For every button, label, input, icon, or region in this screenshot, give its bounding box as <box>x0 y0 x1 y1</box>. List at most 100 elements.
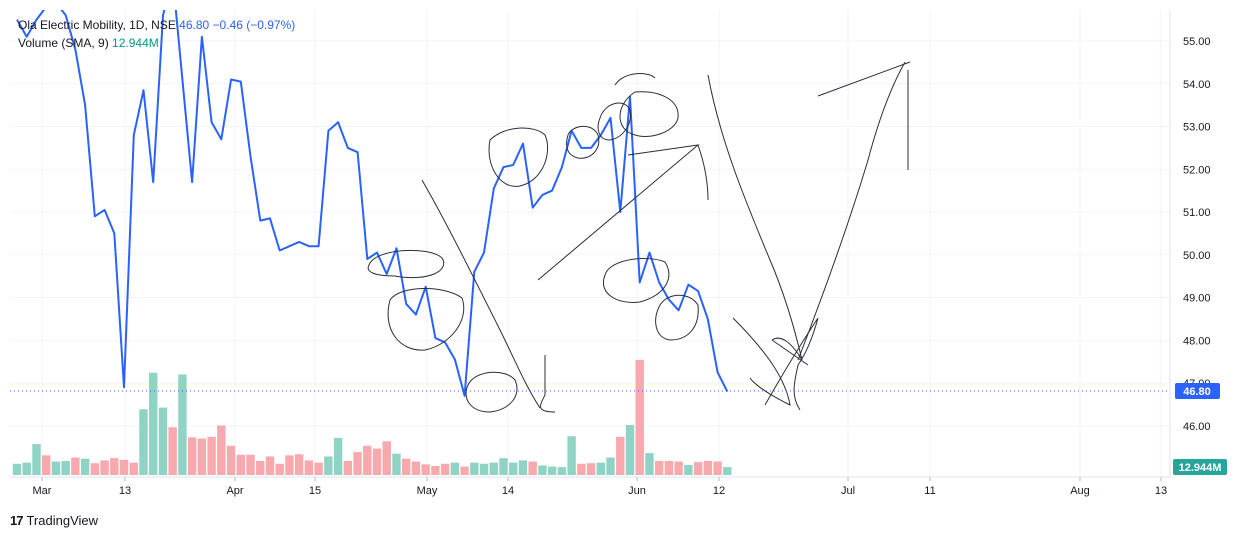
volume-bar <box>547 466 557 475</box>
y-tick-label: 50.00 <box>1183 250 1211 262</box>
volume-bar <box>256 460 265 475</box>
volume-bar <box>499 458 508 475</box>
volume-bar <box>713 461 722 475</box>
tradingview-logo-icon: 17 <box>10 513 24 528</box>
volume-bar <box>41 455 51 475</box>
volume-bar <box>12 463 22 475</box>
x-tick-label: 13 <box>1155 485 1167 497</box>
volume-bar <box>119 459 129 475</box>
volume-bar <box>392 453 401 475</box>
volume-bar <box>460 466 469 475</box>
volume-bar <box>616 436 625 475</box>
volume-bar <box>684 464 693 475</box>
volume-bar <box>187 437 197 475</box>
volume-bar <box>363 445 372 475</box>
volume-bar <box>304 460 314 475</box>
x-tick-label: 12 <box>713 485 725 497</box>
volume-bar <box>635 359 644 475</box>
drawing-circle <box>465 371 518 413</box>
volume-bar <box>207 436 216 475</box>
x-tick-label: Jun <box>628 485 646 497</box>
symbol-title[interactable]: Ola Electric Mobility, 1D, NSE <box>18 18 176 32</box>
volume-bar <box>577 463 586 475</box>
volume-bar <box>489 462 498 475</box>
volume-bar <box>32 444 41 475</box>
price-tag-label: 46.80 <box>1183 386 1211 398</box>
tradingview-logo[interactable]: 17 TradingView <box>10 513 98 528</box>
volume-bar <box>324 456 333 475</box>
y-tick-label: 52.00 <box>1183 164 1211 176</box>
volume-bar <box>353 451 362 475</box>
volume-bar <box>100 460 109 475</box>
time-axis[interactable]: Mar 13 Apr 15 May 14 Jun 12 Jul 11 Aug 13 <box>10 476 1170 497</box>
drawing-stroke <box>540 355 556 413</box>
volume-bar <box>110 458 119 475</box>
x-tick-label: 11 <box>924 485 935 497</box>
drawing-circle <box>614 73 679 137</box>
volume-bar <box>479 463 489 475</box>
volume-bar <box>61 460 70 475</box>
volume-bar <box>596 462 605 475</box>
drawing-circle <box>387 288 465 351</box>
volume-bar <box>528 461 537 475</box>
volume-bar <box>236 454 245 475</box>
volume-bar <box>440 463 450 475</box>
volume-bar <box>178 374 187 475</box>
price-line-series <box>16 10 729 397</box>
volume-bar <box>421 464 430 475</box>
y-tick-label: 49.00 <box>1183 293 1211 305</box>
y-tick-label: 54.00 <box>1183 79 1211 91</box>
volume-bar <box>470 462 479 475</box>
y-tick-label: 48.00 <box>1183 335 1211 347</box>
volume-bar <box>693 462 703 475</box>
volume-bar <box>723 467 732 475</box>
volume-bar <box>314 462 323 475</box>
chart-grid <box>10 10 1170 477</box>
volume-bar <box>265 456 275 475</box>
volume-bar <box>343 460 353 475</box>
price-axis[interactable]: 55.00 54.00 53.00 52.00 51.00 50.00 49.00 48.00… <box>1169 10 1211 477</box>
volume-bar <box>654 460 664 475</box>
volume-bar <box>275 463 284 475</box>
volume-bar <box>372 448 382 475</box>
drawing-stroke <box>697 144 709 201</box>
volume-bar <box>509 462 518 475</box>
volume-bar <box>246 454 255 475</box>
volume-bar <box>664 460 674 475</box>
y-tick-label: 46.00 <box>1183 421 1211 433</box>
volume-bar <box>586 463 596 475</box>
x-tick-label: Mar <box>33 485 52 497</box>
tradingview-wordmark: TradingView <box>26 513 99 528</box>
drawing-circle <box>488 127 549 187</box>
volume-bar <box>645 453 654 475</box>
x-tick-label: 15 <box>309 485 321 497</box>
chart-legend: Ola Electric Mobility, 1D, NSE 46.80 −0.… <box>18 16 295 52</box>
volume-bar <box>149 372 158 475</box>
drawing-stroke <box>797 61 906 361</box>
price-tag: 46.80 <box>1175 383 1220 399</box>
volume-bar <box>450 462 460 475</box>
volume-tag-label: 12.944M <box>1179 462 1222 474</box>
volume-bar <box>567 436 576 475</box>
volume-bar <box>606 457 615 475</box>
drawing-circle <box>597 102 631 141</box>
last-price: 46.80 <box>179 18 210 32</box>
drawing-stroke <box>817 61 911 170</box>
y-tick-label: 53.00 <box>1183 122 1211 134</box>
drawing-circle <box>566 125 600 159</box>
volume-bar <box>333 437 343 475</box>
volume-bars <box>12 359 732 475</box>
volume-indicator-label[interactable]: Volume (SMA, 9) <box>18 36 109 50</box>
drawing-circle <box>655 294 699 341</box>
volume-bar <box>431 466 440 475</box>
drawing-stroke <box>764 317 819 411</box>
volume-bar <box>80 458 90 475</box>
volume-bar <box>285 455 294 475</box>
volume-bar <box>402 458 411 475</box>
volume-bar <box>197 438 207 475</box>
volume-indicator-value: 12.944M <box>112 36 159 50</box>
x-tick-label: Aug <box>1070 485 1090 497</box>
volume-bar <box>674 461 683 475</box>
x-tick-label: 14 <box>502 485 514 497</box>
